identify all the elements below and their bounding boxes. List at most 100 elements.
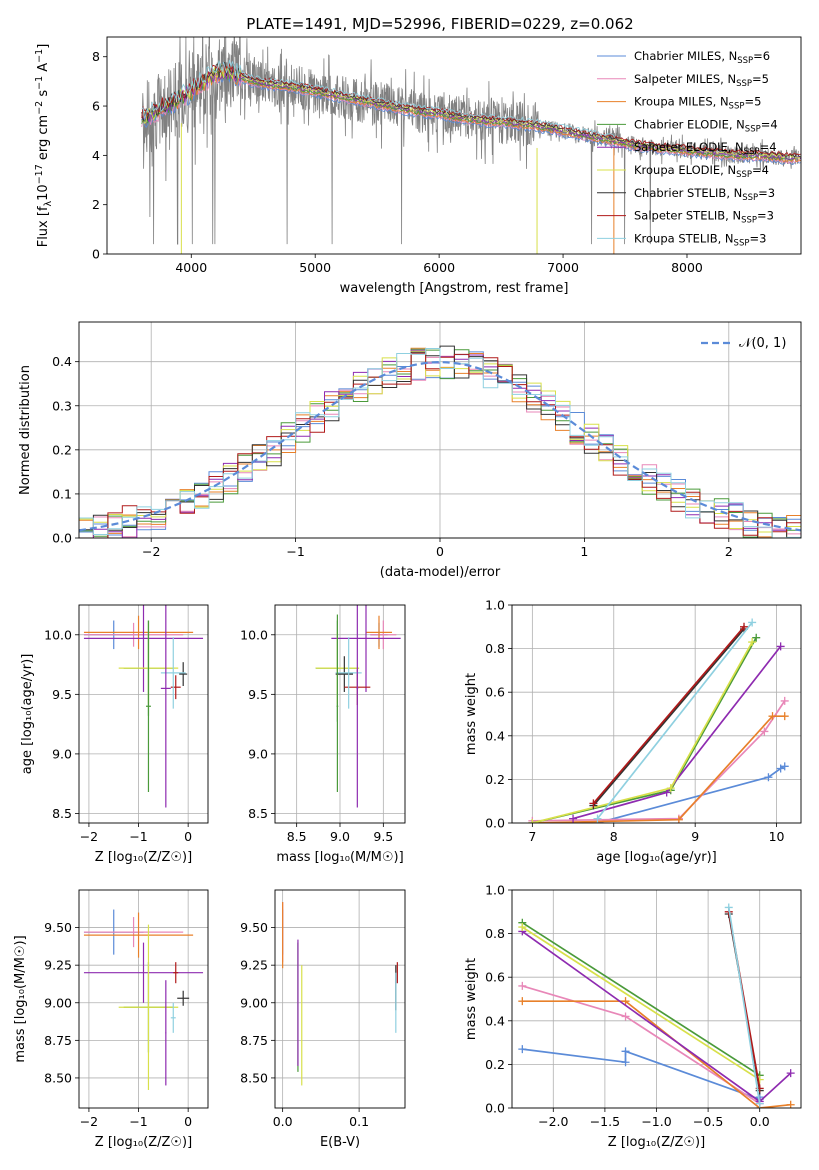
legend-label: Chabrier ELODIE, NSSP=4 — [634, 117, 778, 134]
plot-area — [282, 902, 398, 1086]
x-tick-label: 0.0 — [273, 1114, 293, 1129]
error-bar-point — [170, 1002, 176, 1033]
x-tick-label: 9 — [691, 829, 699, 844]
error-bar-point — [118, 924, 179, 1090]
y-axis-label-part: Flux [f — [36, 206, 51, 247]
plus-marker — [776, 764, 785, 773]
x-axis-label: Z [log₁₀(Z/Z☉)] — [608, 1135, 705, 1150]
legend-label-sub: SSP — [736, 170, 752, 180]
error-bar-point — [160, 637, 186, 709]
legend-label: Kroupa ELODIE, NSSP=4 — [634, 163, 769, 180]
plus-marker — [764, 773, 773, 782]
legend-label-main: Salpeter STELIB, N — [634, 209, 741, 223]
mass-weight-series — [518, 918, 764, 1080]
model-spectrum-line — [141, 64, 801, 159]
y-tick-label: 9.0 — [52, 746, 72, 761]
axes-frame: −2 −1 0 1 2 0.0 0.1 0.2 0.3 0.4 (data-model)/error… — [18, 321, 802, 580]
y-tick-label: 0 — [92, 247, 100, 262]
y-axis-label: Normed distribution — [18, 365, 33, 495]
series-line — [592, 628, 745, 807]
axes-border — [78, 604, 209, 824]
x-tick-label: 9.5 — [373, 829, 393, 844]
series-line — [597, 765, 786, 823]
x-tick-label: −2 — [80, 1114, 98, 1129]
legend-label-main: Salpeter ELODIE, N — [634, 140, 744, 154]
mass-weight-series — [528, 638, 757, 823]
figure-title: PLATE=1491, MJD=52996, FIBERID=0229, z=0… — [246, 15, 633, 33]
axes-border — [106, 36, 802, 255]
x-tick-label: 9.0 — [330, 829, 350, 844]
plot-area — [83, 909, 204, 1090]
mass-weight-vs-age-panel: 7 8 9 10 0.0 0.2 0.4 0.6 0.8 1.0 age [log₁₀(age/yr… — [464, 598, 802, 865]
mass-weight-series — [518, 923, 764, 1084]
plot-area — [83, 605, 204, 808]
plus-marker — [760, 727, 769, 736]
y-tick-label: 8.75 — [44, 1033, 72, 1048]
y-tick-label: 8.75 — [240, 1033, 268, 1048]
legend-label-sub: SSP — [745, 124, 761, 134]
series-line — [532, 641, 753, 823]
series-line — [532, 700, 786, 822]
axes-border — [511, 889, 802, 1109]
x-tick-label: −1.5 — [590, 1114, 620, 1129]
legend-label-tail: =3 — [757, 209, 774, 223]
plus-marker — [589, 799, 598, 808]
legend-label: Salpeter STELIB, NSSP=3 — [634, 209, 774, 226]
plus-marker — [528, 819, 537, 823]
y-tick-label: 0.3 — [52, 398, 72, 413]
y-tick-label: 8.5 — [52, 806, 72, 821]
y-tick-label: 1.0 — [485, 598, 505, 613]
plus-marker — [748, 618, 757, 627]
series-line — [521, 921, 761, 1077]
legend-label-tail: =4 — [752, 163, 769, 177]
legend-label: 𝒩(0, 1) — [739, 336, 786, 351]
y-tick-label: 0.6 — [485, 685, 505, 700]
y-tick-label: 0.0 — [485, 1101, 505, 1116]
plus-marker — [569, 814, 578, 823]
plus-marker — [724, 903, 733, 912]
legend-label-tail: =5 — [752, 72, 769, 86]
x-axis-label: mass [log₁₀(M/M☉)] — [276, 850, 403, 865]
plus-marker — [674, 815, 683, 823]
error-bar-point — [331, 605, 401, 692]
plus-marker — [518, 923, 527, 932]
x-tick-label: 7000 — [547, 260, 579, 275]
legend-label-main: Kroupa STELIB, N — [634, 231, 734, 245]
plus-marker — [518, 1045, 527, 1054]
x-tick-label: 8 — [610, 829, 618, 844]
x-tick-label: 5000 — [299, 260, 331, 275]
grid — [275, 605, 405, 823]
error-bar-point — [165, 980, 167, 1086]
error-bar-point — [170, 675, 181, 700]
legend-label-tail: =4 — [760, 140, 777, 154]
legend-label: Salpeter MILES, NSSP=5 — [634, 72, 769, 89]
x-tick-label: 1 — [580, 544, 588, 559]
x-axis-label: wavelength [Angstrom, rest frame] — [340, 281, 569, 296]
x-tick-label: −0.5 — [693, 1114, 723, 1129]
legend: 𝒩(0, 1) — [701, 336, 786, 351]
x-tick-label: 8.5 — [287, 829, 307, 844]
y-tick-label: 0.4 — [485, 728, 505, 743]
axes-frame: 8.5 9.0 9.5 8.5 9.0 9.5 10.0 mass [log₁₀(M/M☉)] — [240, 604, 406, 865]
y-tick-label: 8.5 — [248, 806, 268, 821]
y-axis-label-part: −2 — [34, 101, 45, 115]
error-bar-point — [335, 656, 353, 692]
plus-marker — [776, 642, 785, 651]
x-tick-label: 0.0 — [750, 1114, 770, 1129]
x-tick-label: 0.1 — [349, 1114, 369, 1129]
plot-area — [528, 618, 789, 823]
legend-label-main: Chabrier MILES, N — [634, 49, 737, 63]
y-tick-label: 0.1 — [52, 486, 72, 501]
y-tick-label: 1.0 — [485, 883, 505, 898]
error-bar-point — [177, 990, 190, 1006]
plus-marker — [780, 762, 789, 771]
axes-frame: 0.0 0.1 8.50 8.75 9.00 9.25 9.50 E(B-V) — [240, 889, 406, 1150]
plus-marker — [780, 696, 789, 705]
x-axis-label: (data-model)/error — [380, 565, 501, 580]
x-tick-label: 10 — [769, 829, 785, 844]
x-tick-label: −1.0 — [641, 1114, 671, 1129]
error-bar-point — [83, 917, 184, 948]
legend-label-sub: SSP — [734, 238, 750, 248]
mass-vs-metallicity-panel: −2 −1 0 8.50 8.75 9.00 9.25 9.50 Z [log₁₀(Z/Z☉)]… — [13, 889, 209, 1150]
